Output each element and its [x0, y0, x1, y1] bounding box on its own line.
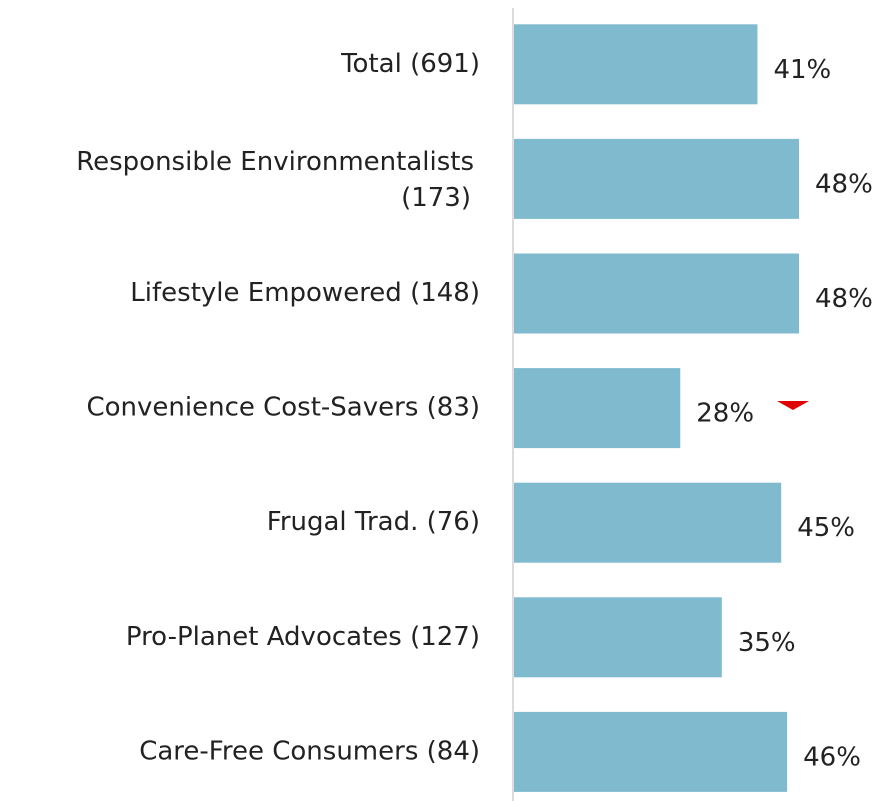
- bar: [514, 711, 788, 792]
- value-label: 41%: [773, 55, 831, 85]
- category-label: Frugal Trad. (76): [267, 507, 480, 537]
- bar: [514, 597, 722, 678]
- category-label: Lifestyle Empowered (148): [130, 278, 480, 308]
- bar: [514, 253, 799, 334]
- category-label: Responsible Environmentalists (173): [76, 146, 474, 212]
- value-label: 48%: [815, 284, 873, 314]
- category-label: Total (691): [340, 49, 480, 79]
- value-label: 35%: [738, 628, 796, 658]
- bar: [514, 482, 782, 563]
- category-label: Convenience Cost-Savers (83): [86, 393, 480, 423]
- value-label: 48%: [815, 169, 873, 199]
- category-label: Pro-Planet Advocates (127): [126, 622, 480, 652]
- bar: [514, 368, 681, 449]
- value-label: 28%: [696, 399, 754, 429]
- down-indicator: [777, 401, 809, 410]
- category-label: Care-Free Consumers (84): [139, 736, 480, 766]
- value-label: 46%: [803, 742, 861, 772]
- bar: [514, 138, 799, 219]
- value-label: 45%: [797, 513, 855, 543]
- bar: [514, 24, 758, 105]
